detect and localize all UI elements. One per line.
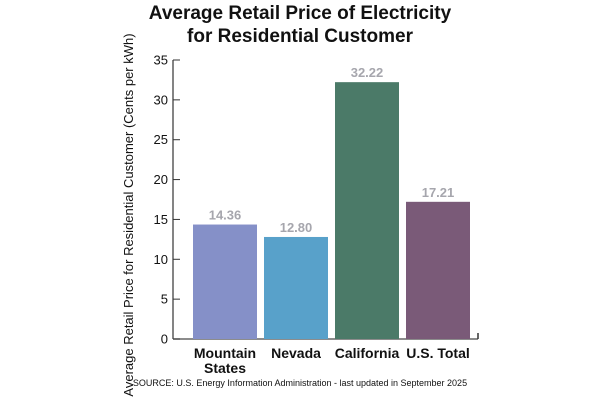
y-tick-label: 20 <box>154 172 168 187</box>
y-tick-label: 30 <box>154 92 168 107</box>
chart-title-line-1: Average Retail Price of Electricity <box>148 3 452 24</box>
bar-value-label: 17.21 <box>422 185 455 200</box>
x-category-label: States <box>204 360 246 376</box>
chart-title-line-2: for Residential Customer <box>187 26 413 47</box>
bars <box>193 82 470 339</box>
chart-title: Average Retail Price of Electricity for … <box>0 2 600 48</box>
y-tick-label: 15 <box>154 212 168 227</box>
y-axis-label: Average Retail Price for Residential Cus… <box>121 33 136 396</box>
y-tick-label: 25 <box>154 132 168 147</box>
y-tick-label: 10 <box>154 252 168 267</box>
y-tick-label: 35 <box>154 53 168 68</box>
bar <box>193 224 257 339</box>
y-tick-label: 0 <box>161 332 168 347</box>
x-category-label: Mountain <box>194 345 256 361</box>
bar-value-label: 14.36 <box>209 208 242 223</box>
x-category-label: Nevada <box>271 345 321 361</box>
bar <box>335 82 399 339</box>
bar-value-label: 32.22 <box>351 65 384 80</box>
y-tick-label: 5 <box>161 292 168 307</box>
x-category-label: California <box>335 345 400 361</box>
bar <box>406 201 470 339</box>
x-category-label: U.S. Total <box>406 345 470 361</box>
bar <box>264 236 328 339</box>
source-note: SOURCE: U.S. Energy Information Administ… <box>132 378 468 388</box>
bar-value-label: 12.80 <box>280 220 313 235</box>
